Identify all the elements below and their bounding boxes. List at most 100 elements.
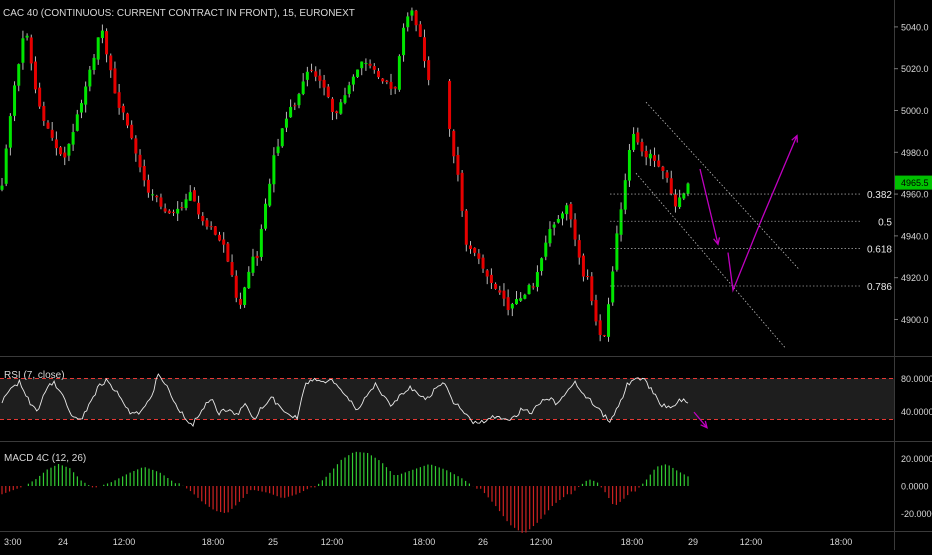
trend-channel[interactable]	[635, 101, 800, 349]
candle-body	[205, 220, 209, 227]
candle-body	[347, 85, 351, 94]
time-axis: 3:00 24 12:00 18:00 25 12:00 18:00 26 12:00 18:00…	[4, 537, 852, 547]
candle-body	[100, 30, 104, 39]
candle-body	[381, 78, 385, 82]
time-tick-label: 18:00	[202, 537, 225, 547]
candle-body	[594, 299, 598, 322]
time-tick-label: 12:00	[740, 537, 763, 547]
candle-body	[75, 114, 79, 131]
candle-body	[46, 122, 50, 129]
candle-body	[452, 130, 456, 157]
candle-body	[657, 160, 661, 167]
time-tick-label: 25	[268, 537, 278, 547]
candle-body	[17, 64, 21, 86]
candle-body	[59, 147, 63, 155]
price-tick-label: 5020.0	[901, 64, 929, 74]
candle-body	[489, 274, 493, 283]
candle-body	[326, 86, 330, 98]
candle-body	[673, 194, 677, 207]
candle-body	[540, 258, 544, 271]
fib-label: 0.786	[867, 282, 892, 293]
candles	[0, 7, 690, 342]
candle-body	[351, 76, 355, 85]
time-tick-label: 18:00	[621, 537, 644, 547]
arrow-head	[791, 134, 799, 143]
time-tick-label: 26	[478, 537, 488, 547]
candle-body	[577, 240, 581, 258]
macd-tick-label: -20.0000	[901, 509, 932, 519]
candle-body	[389, 81, 393, 89]
candle-body	[356, 69, 360, 78]
candle-body	[615, 233, 619, 270]
time-tick-label: 29	[688, 537, 698, 547]
candle-body	[29, 37, 33, 64]
candle-body	[4, 148, 8, 184]
candle-body	[544, 242, 548, 257]
candle-body	[213, 226, 217, 235]
candle-body	[238, 299, 242, 305]
candle-body	[552, 224, 556, 228]
price-tick-label: 4940.0	[901, 231, 929, 241]
candle-body	[8, 116, 12, 148]
price-axis: 5040.0 5020.0 5000.0 4980.0 4960.0 4940.0 4920…	[894, 22, 932, 519]
candle-body	[297, 94, 301, 106]
projection-arrows[interactable]	[699, 134, 799, 293]
candle-body	[410, 10, 414, 16]
candle-body	[184, 199, 188, 208]
candle-body	[54, 139, 58, 149]
candle-body	[197, 202, 201, 215]
candle-body	[565, 205, 569, 215]
candle-body	[506, 297, 510, 311]
macd-tick-label: 0.0000	[901, 482, 929, 492]
time-tick-label: 18:00	[830, 537, 853, 547]
candle-body	[218, 234, 222, 241]
candle-body	[176, 208, 180, 214]
candle-body	[142, 166, 146, 181]
candle-body	[448, 80, 452, 129]
macd-pane	[1, 451, 689, 533]
candle-body	[322, 79, 326, 88]
candle-body	[561, 213, 565, 219]
candle-body	[502, 290, 506, 299]
candle-body	[665, 172, 669, 178]
candle-body	[121, 105, 125, 113]
candle-body	[305, 71, 309, 80]
candle-body	[67, 143, 71, 156]
candle-body	[494, 283, 498, 289]
candle-body	[360, 61, 364, 69]
arrow-head	[700, 420, 708, 429]
candle-body	[209, 226, 213, 228]
candle-body	[548, 229, 552, 244]
candle-body	[301, 81, 305, 94]
candle-body	[88, 69, 92, 87]
candle-body	[569, 204, 573, 220]
candle-body	[155, 195, 159, 198]
candle-body	[385, 80, 389, 83]
candle-body	[456, 154, 460, 175]
candle-body	[234, 275, 238, 298]
candle-body	[653, 155, 657, 161]
candle-body	[125, 113, 129, 126]
candle-body	[590, 276, 594, 302]
candle-body	[418, 24, 422, 37]
candle-body	[134, 138, 138, 154]
candle-body	[310, 69, 314, 71]
candle-body	[284, 118, 288, 128]
time-tick-label: 18:00	[413, 537, 436, 547]
candle-body	[640, 141, 644, 152]
fib-levels[interactable]: 0.382 0.5 0.618 0.786	[610, 190, 892, 293]
candle-body	[105, 31, 109, 55]
price-tick-label: 4980.0	[901, 148, 929, 158]
candle-body	[498, 290, 502, 293]
candle-body	[130, 124, 134, 139]
rsi-pane	[0, 373, 894, 429]
candle-body	[648, 153, 652, 159]
candle-body	[222, 239, 226, 245]
candle-body	[79, 103, 83, 113]
candle-body	[276, 146, 280, 154]
projection-line	[693, 411, 708, 429]
fib-label: 0.618	[867, 244, 892, 255]
candle-body	[556, 219, 560, 223]
